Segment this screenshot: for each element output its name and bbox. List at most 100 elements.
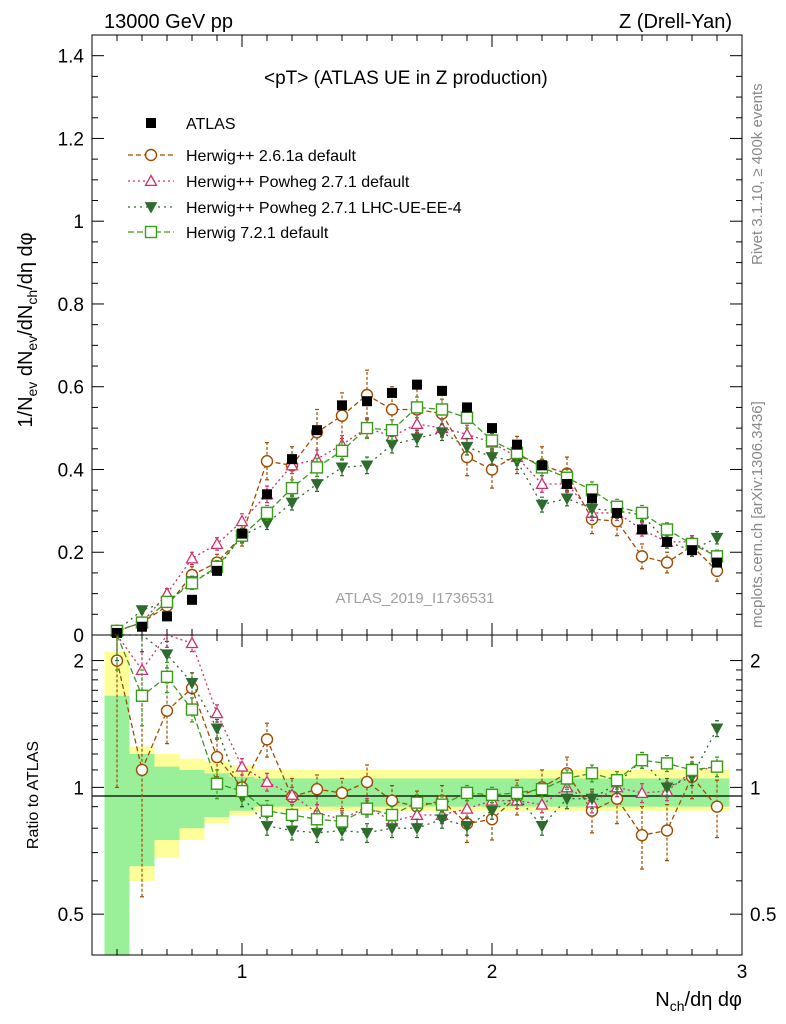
main-y-tick-label: 0.2 — [58, 543, 84, 564]
main-point — [335, 462, 349, 474]
legend-item-2: Herwig++ Powheg 2.7.1 default — [128, 174, 410, 191]
main-y-tick-label: 0.4 — [58, 460, 85, 481]
ratio-point — [410, 796, 424, 809]
x-axis-label: Nch/dη dφ — [655, 989, 742, 1014]
ratio-y-tick-label-right: 0.5 — [750, 905, 776, 926]
chart-title: <pT> (ATLAS UE in Z production) — [264, 68, 548, 89]
ratio-point — [560, 793, 574, 806]
atlas-data-point — [462, 402, 472, 413]
x-tick-label: 2 — [487, 962, 498, 983]
main-point — [185, 577, 199, 590]
header-right-text: Z (Drell-Yan) — [619, 11, 732, 33]
ratio-point — [185, 703, 199, 716]
legend-marker — [144, 225, 158, 239]
ratio-point — [260, 733, 274, 746]
mcplots-label: mcplots.cern.ch [arXiv:1306.3436] — [749, 401, 766, 628]
ratio-point — [535, 821, 549, 833]
ratio-point — [485, 805, 499, 818]
ratio-point — [710, 760, 724, 773]
legend-marker — [144, 148, 158, 162]
ratio-point — [360, 802, 374, 815]
main-point — [410, 401, 424, 414]
main-point — [210, 537, 224, 550]
main-point — [460, 441, 474, 454]
atlas-data-point — [712, 557, 722, 568]
ratio-point — [635, 786, 649, 798]
main-point — [535, 477, 549, 490]
atlas-data-point — [662, 536, 672, 547]
ratio-point — [510, 786, 524, 800]
ratio-series-layer — [110, 634, 724, 898]
main-point — [560, 493, 574, 505]
ratio-point — [135, 689, 149, 702]
ratio-point — [460, 821, 474, 833]
main-point — [335, 409, 349, 422]
ratio-point — [660, 757, 674, 770]
ratio-y-tick-label-left: 0.5 — [58, 905, 84, 926]
legend-label: Herwig++ Powheg 2.7.1 default — [186, 174, 410, 191]
main-point — [585, 503, 599, 516]
main-point — [310, 479, 324, 491]
ratio-point — [360, 827, 374, 840]
ratio-series-4 — [115, 634, 724, 832]
green-band-segment — [154, 766, 180, 841]
ratio-point — [285, 788, 299, 800]
ratio-point — [160, 670, 174, 684]
main-point — [710, 532, 724, 545]
ratio-point — [710, 723, 724, 735]
ratio-point — [360, 775, 374, 789]
analysis-label: ATLAS_2019_I1736531 — [335, 590, 494, 607]
ratio-point — [435, 798, 449, 811]
atlas-data-layer — [112, 379, 722, 638]
green-band-segment — [179, 769, 205, 829]
ratio-point — [635, 828, 649, 842]
main-y-tick-label: 1.4 — [58, 47, 85, 68]
atlas-data-point — [362, 396, 372, 407]
legend-series: Herwig++ 2.6.1a default Herwig++ Powheg 2… — [128, 148, 462, 242]
atlas-data-point — [512, 439, 522, 450]
atlas-data-point — [112, 627, 122, 638]
ratio-y-tick-label-right: 1 — [750, 778, 761, 799]
main-point — [260, 455, 274, 468]
main-point — [460, 411, 474, 424]
ratio-point — [660, 782, 674, 794]
ratio-point — [435, 814, 449, 826]
main-point — [385, 423, 399, 437]
atlas-data-point — [162, 611, 172, 622]
ratio-y-tick-label-right: 2 — [750, 652, 761, 673]
main-point — [660, 556, 674, 569]
atlas-data-point — [187, 594, 197, 605]
atlas-data-point — [587, 493, 597, 504]
ratio-point — [335, 815, 349, 828]
legend-label: Herwig 7.2.1 default — [186, 225, 329, 242]
atlas-data-point — [687, 545, 697, 556]
ratio-point — [135, 763, 149, 777]
ratio-point — [185, 636, 199, 649]
atlas-data-point — [137, 621, 147, 632]
x-tick-label: 3 — [737, 962, 748, 983]
ratio-point — [260, 804, 274, 817]
atlas-data-point — [562, 478, 572, 489]
main-point — [535, 499, 549, 512]
ratio-point — [160, 649, 174, 661]
ratio-point — [335, 786, 349, 800]
legend-marker — [144, 202, 158, 214]
ratio-point — [385, 808, 399, 822]
main-point — [135, 605, 149, 617]
main-point — [310, 461, 324, 474]
ratio-point — [210, 777, 224, 790]
legend-marker — [144, 174, 158, 187]
atlas-data-point — [612, 507, 622, 518]
main-point — [235, 514, 249, 527]
main-point — [635, 506, 649, 520]
main-point — [285, 458, 299, 471]
ratio-point — [560, 772, 574, 785]
ratio-point — [310, 827, 324, 840]
main-point — [485, 452, 499, 464]
main-point — [285, 497, 299, 510]
main-point — [360, 460, 374, 472]
ratio-point — [460, 801, 474, 814]
main-y-tick-label: 0.6 — [58, 378, 84, 399]
ratio-point — [585, 793, 599, 806]
